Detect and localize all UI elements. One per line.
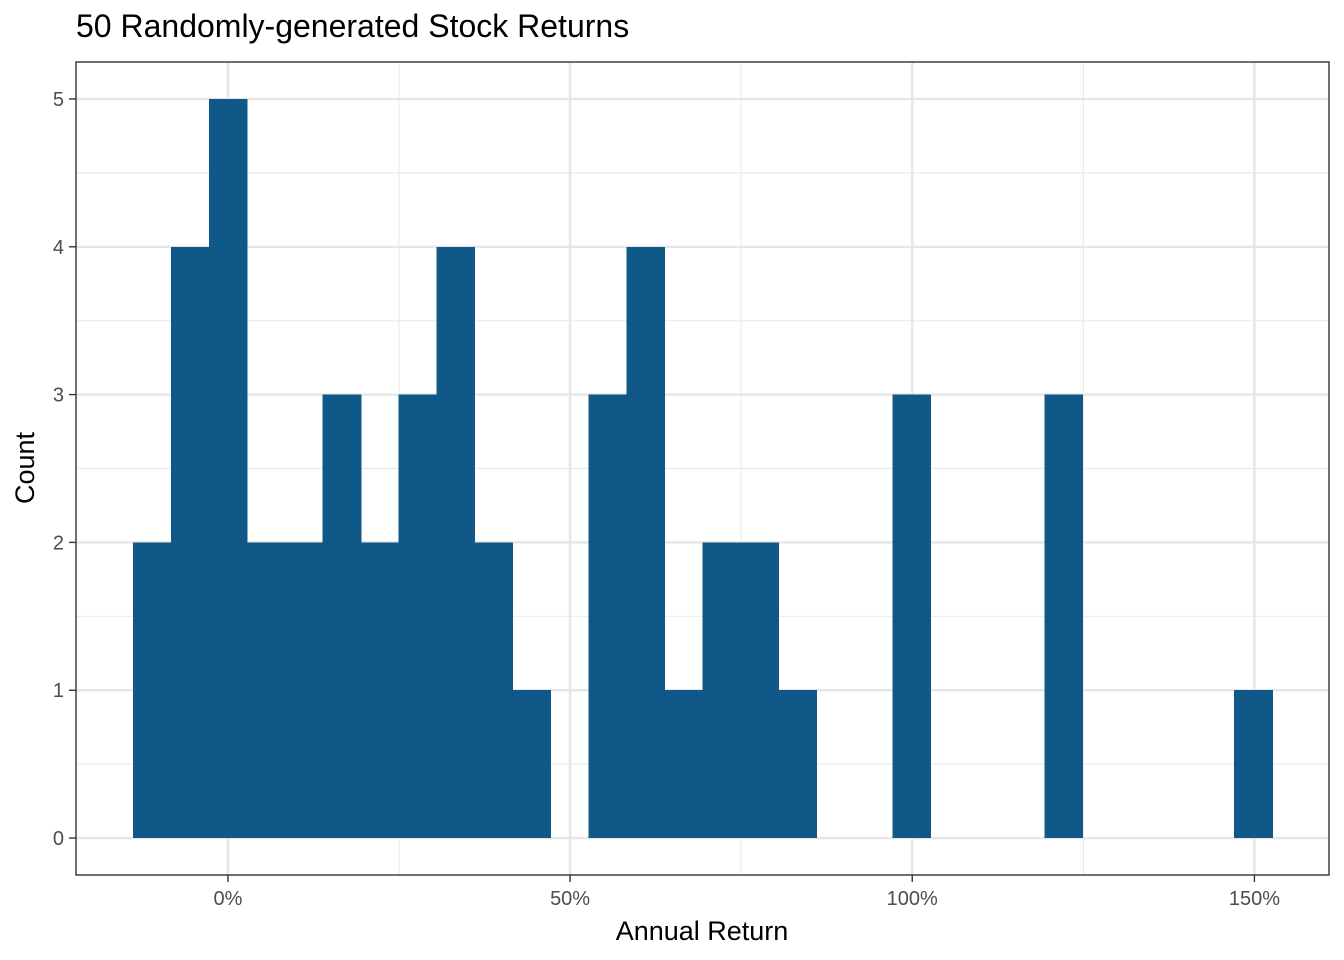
y-tick-label: 4: [53, 237, 64, 259]
chart-title: 50 Randomly-generated Stock Returns: [76, 8, 630, 44]
x-tick-label: 50%: [550, 888, 590, 910]
histogram-bar: [664, 690, 704, 839]
x-tick-label: 100%: [887, 888, 938, 910]
y-axis-label: Count: [10, 431, 40, 504]
histogram-bar: [892, 394, 931, 839]
histogram-bar: [1234, 690, 1273, 839]
histogram-bar: [474, 542, 514, 839]
y-tick-label: 0: [53, 828, 64, 850]
y-tick-label: 1: [53, 680, 64, 702]
histogram-bar: [284, 542, 324, 839]
histogram-bar: [702, 542, 742, 839]
histogram-bar: [588, 394, 628, 839]
x-tick-label: 0%: [213, 888, 242, 910]
x-axis: 0% 50% 100% 150%: [213, 875, 1280, 910]
histogram-bar: [740, 542, 780, 839]
histogram-bar: [360, 542, 400, 839]
histogram-bar: [132, 542, 172, 839]
y-tick-label: 2: [53, 532, 64, 554]
y-tick-label: 5: [53, 89, 64, 111]
histogram-bar: [322, 394, 362, 839]
y-axis: 0 1 2 3 4 5: [53, 89, 76, 850]
histogram-bar: [436, 246, 476, 839]
y-tick-label: 3: [53, 385, 64, 407]
histogram-bar: [778, 690, 818, 839]
x-tick-label: 150%: [1229, 888, 1280, 910]
histogram-bars: [132, 98, 1273, 839]
histogram-bar: [398, 394, 438, 839]
histogram-bar: [170, 246, 210, 839]
x-axis-label: Annual Return: [616, 916, 789, 946]
histogram-bar: [246, 542, 286, 839]
histogram-bar: [512, 690, 552, 839]
histogram-bar: [1044, 394, 1083, 839]
plot-panel-border: [75, 61, 1330, 876]
histogram-bar: [208, 98, 248, 839]
histogram-bar: [626, 246, 666, 839]
